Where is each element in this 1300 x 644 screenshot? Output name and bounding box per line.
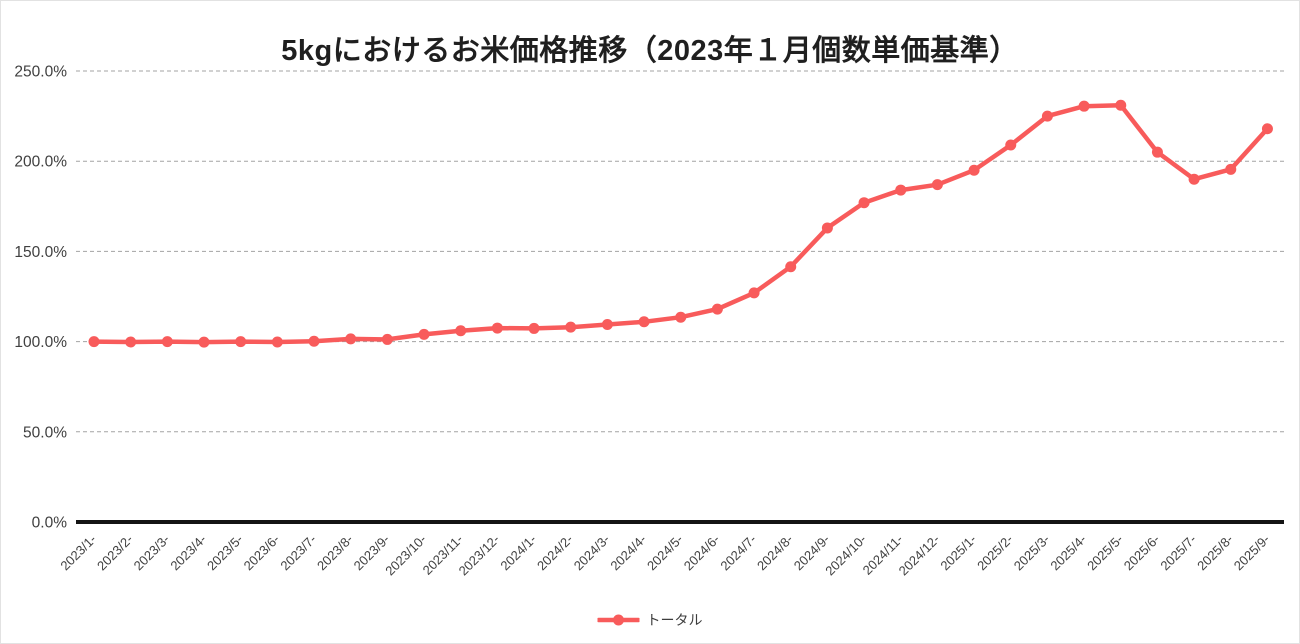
x-tick-label: 2024/4- bbox=[607, 532, 649, 574]
x-tick-label: 2024/3- bbox=[571, 532, 613, 574]
line-chart-plot-area: 0.0% 50.0% 100.0% 150.0% 200.0% 250.0% 2023/1-… bbox=[14, 64, 1284, 579]
y-tick-label: 150.0% bbox=[14, 244, 67, 261]
x-tick-label: 2023/8- bbox=[314, 532, 356, 574]
legend: トータル bbox=[597, 610, 703, 630]
x-tick-label: 2023/1- bbox=[57, 532, 99, 574]
x-tick-label: 2025/5- bbox=[1084, 532, 1126, 574]
x-tick-label: 2025/4- bbox=[1047, 532, 1089, 574]
data-point-marker bbox=[1078, 100, 1090, 112]
x-tick-label: 2025/7- bbox=[1157, 532, 1199, 574]
x-tick-label: 2024/10- bbox=[822, 532, 869, 579]
data-point-marker bbox=[1188, 173, 1200, 185]
data-point-marker bbox=[821, 222, 833, 234]
data-point-marker bbox=[601, 318, 613, 330]
x-tick-label: 2024/2- bbox=[534, 532, 576, 574]
data-point-marker bbox=[455, 325, 467, 337]
data-point-marker bbox=[1041, 110, 1053, 122]
x-tick-label: 2024/7- bbox=[717, 532, 759, 574]
data-point-marker bbox=[381, 333, 393, 345]
data-point-marker bbox=[308, 335, 320, 347]
data-point-marker bbox=[565, 321, 577, 333]
x-tick-label: 2024/5- bbox=[644, 532, 686, 574]
x-tick-label: 2023/5- bbox=[204, 532, 246, 574]
x-tick-label: 2023/2- bbox=[94, 532, 136, 574]
data-point-marker bbox=[345, 333, 357, 345]
data-point-marker bbox=[748, 287, 760, 299]
y-tick-label: 250.0% bbox=[14, 64, 67, 81]
data-point-marker bbox=[638, 316, 650, 328]
x-tick-label: 2023/3- bbox=[131, 532, 173, 574]
legend-series-label: トータル bbox=[646, 612, 703, 628]
data-point-marker bbox=[858, 197, 870, 209]
x-tick-label: 2025/8- bbox=[1194, 532, 1236, 574]
data-point-marker bbox=[968, 164, 980, 176]
data-point-marker bbox=[88, 336, 100, 348]
data-point-marker bbox=[418, 328, 430, 340]
data-point-marker bbox=[785, 261, 797, 273]
data-point-marker bbox=[1115, 99, 1127, 111]
data-point-marker bbox=[235, 336, 247, 348]
data-point-marker bbox=[198, 336, 210, 348]
y-tick-label: 200.0% bbox=[14, 154, 67, 171]
data-point-marker bbox=[161, 336, 173, 348]
x-tick-label: 2023/10- bbox=[382, 532, 429, 579]
data-point-marker bbox=[528, 322, 540, 334]
x-tick-label: 2024/12- bbox=[896, 532, 943, 579]
x-tick-label: 2023/7- bbox=[277, 532, 319, 574]
y-tick-label: 100.0% bbox=[14, 334, 67, 351]
data-point-marker bbox=[1151, 146, 1163, 158]
data-point-marker bbox=[895, 184, 907, 196]
data-point-marker bbox=[491, 322, 503, 334]
x-tick-label: 2025/9- bbox=[1231, 532, 1273, 574]
legend-line-marker-icon bbox=[597, 614, 640, 626]
chart-title: 5kgにおけるお米価格推移（2023年１月個数単価基準） bbox=[281, 35, 1019, 67]
data-point-marker bbox=[271, 336, 283, 348]
x-tick-label: 2023/12- bbox=[456, 532, 503, 579]
data-point-marker bbox=[931, 179, 943, 191]
data-point-marker bbox=[1005, 139, 1017, 151]
x-tick-label: 2025/2- bbox=[974, 532, 1016, 574]
x-tick-label: 2024/6- bbox=[681, 532, 723, 574]
series-line bbox=[91, 103, 1270, 345]
y-tick-label: 0.0% bbox=[32, 515, 68, 532]
x-tick-label: 2025/6- bbox=[1121, 532, 1163, 574]
x-tick-label: 2023/6- bbox=[241, 532, 283, 574]
x-tick-label: 2024/8- bbox=[754, 532, 796, 574]
y-tick-label: 50.0% bbox=[23, 424, 67, 441]
data-point-marker bbox=[125, 336, 137, 348]
x-tick-label: 2023/4- bbox=[167, 532, 209, 574]
data-point-marker bbox=[675, 311, 687, 323]
data-point-marker bbox=[1261, 123, 1273, 135]
x-tick-label: 2025/3- bbox=[1011, 532, 1053, 574]
x-tick-label: 2024/1- bbox=[497, 532, 539, 574]
data-point-marker bbox=[1225, 163, 1237, 175]
data-point-marker bbox=[711, 303, 723, 315]
x-tick-label: 2025/1- bbox=[937, 532, 979, 574]
